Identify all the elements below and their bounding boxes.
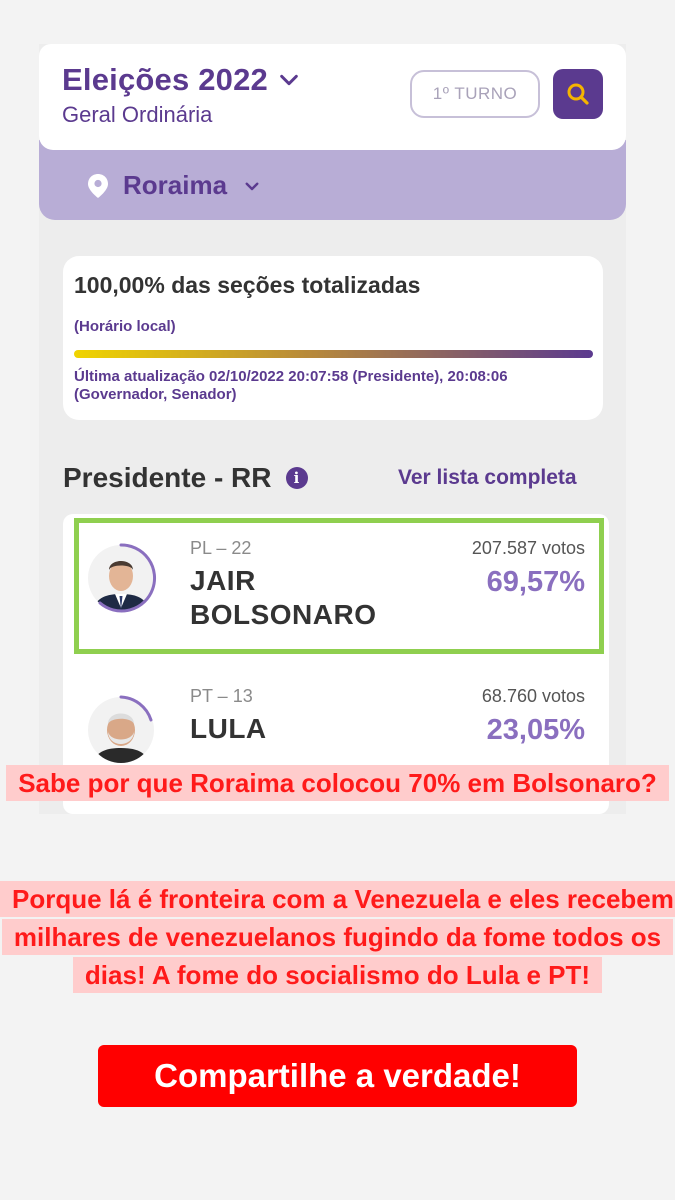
candidate-photo	[88, 695, 154, 763]
last-update-text: Última atualização 02/10/2022 20:07:58 (…	[74, 368, 508, 403]
page-title: Eleições 2022	[62, 62, 268, 97]
search-icon	[567, 83, 589, 105]
totalization-status-card: 100,00% das seções totalizadas (Horário …	[63, 256, 603, 420]
page-subtitle: Geral Ordinária	[62, 102, 213, 127]
totalization-progress-bar	[74, 350, 593, 358]
overlay-caption-claim: Porque lá é fronteira com a Venezuela e …	[0, 880, 675, 994]
candidate-votes: 207.587 votos	[471, 538, 585, 558]
highlight-frame	[74, 518, 604, 654]
state-selector[interactable]: Roraima	[87, 170, 261, 201]
election-app-screen: Eleições 2022 Geral Ordinária 1º TURNO R…	[39, 44, 626, 814]
candidate-name: LULA	[190, 713, 267, 744]
section-title: Presidente - RR	[63, 462, 272, 493]
candidate-party: PL – 22	[190, 538, 252, 558]
state-name: Roraima	[123, 170, 228, 200]
candidate-list: PL – 22 JAIR BOLSONARO 207.587 votos 69,…	[63, 514, 609, 814]
candidate-row[interactable]: PL – 22 JAIR BOLSONARO 207.587 votos 69,…	[63, 514, 609, 654]
turno-button[interactable]: 1º TURNO	[410, 70, 540, 118]
caption-text: Sabe por que Roraima colocou 70% em Bols…	[6, 765, 669, 801]
candidate-name: JAIR BOLSONARO	[190, 565, 377, 630]
candidate-votes: 68.760 votos	[481, 686, 585, 706]
state-selector-bar: Roraima	[39, 140, 626, 220]
candidate-percent: 23,05%	[486, 714, 585, 746]
caption-text: Porque lá é fronteira com a Venezuela e …	[0, 881, 675, 993]
election-selector[interactable]: Eleições 2022	[62, 62, 300, 98]
see-full-list-link[interactable]: Ver lista completa	[398, 466, 577, 489]
section-header: Presidente - RR i	[63, 462, 308, 494]
app-header: Eleições 2022 Geral Ordinária 1º TURNO	[39, 44, 626, 150]
search-button[interactable]	[553, 69, 603, 119]
candidate-party: PT – 13	[190, 686, 253, 706]
local-time-note: (Horário local)	[74, 318, 176, 335]
overlay-caption-question: Sabe por que Roraima colocou 70% em Bols…	[0, 764, 675, 802]
share-truth-banner: Compartilhe a verdade!	[98, 1045, 577, 1107]
info-icon[interactable]: i	[285, 467, 308, 489]
location-pin-icon	[88, 173, 108, 198]
totalization-title: 100,00% das seções totalizadas	[74, 272, 421, 298]
candidate-percent: 69,57%	[486, 566, 585, 598]
candidate-row[interactable]: PT – 13 LULA 68.760 votos 23,05%	[63, 662, 609, 802]
candidate-photo	[88, 543, 157, 613]
chevron-down-icon	[245, 182, 259, 190]
chevron-down-icon	[280, 74, 298, 86]
